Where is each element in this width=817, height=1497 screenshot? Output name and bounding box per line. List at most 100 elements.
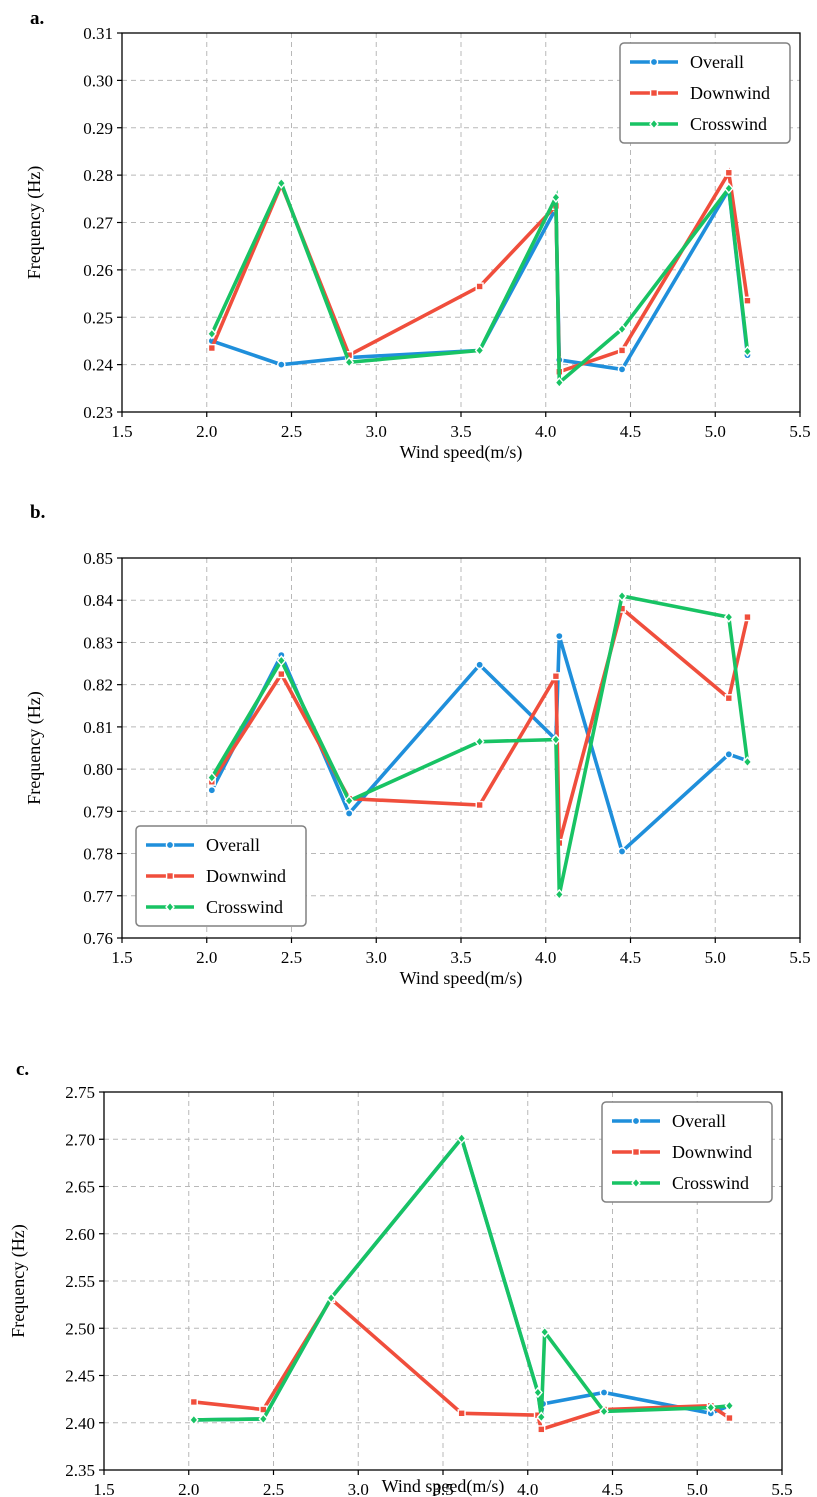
data-point-crosswind <box>723 182 734 195</box>
data-point-downwind <box>551 672 561 681</box>
data-point-overall <box>617 847 627 856</box>
legend-marker-downwind <box>631 1147 641 1157</box>
x-tick-label: 3.5 <box>450 422 471 441</box>
legend-marker-crosswind <box>631 1177 641 1189</box>
data-point-crosswind <box>617 590 627 602</box>
x-tick-label: 3.0 <box>348 1480 369 1497</box>
legend-label-downwind: Downwind <box>206 866 286 886</box>
y-tick-label: 2.55 <box>65 1272 95 1291</box>
data-point-downwind <box>277 670 286 679</box>
x-tick-label: 2.5 <box>281 948 302 967</box>
x-tick-label: 1.5 <box>111 948 132 967</box>
series-downwind <box>207 167 752 376</box>
legend-label-overall: Overall <box>206 835 260 855</box>
y-tick-label: 0.31 <box>83 24 113 43</box>
x-tick-label: 5.0 <box>705 948 726 967</box>
data-point-crosswind <box>474 735 485 748</box>
data-point-crosswind <box>344 795 355 807</box>
x-tick-label: 3.0 <box>366 948 387 967</box>
y-tick-label: 0.27 <box>83 214 113 233</box>
data-point-overall <box>724 750 734 759</box>
y-tick-label: 2.45 <box>65 1367 95 1386</box>
data-point-downwind <box>207 343 216 353</box>
data-point-crosswind <box>532 1386 543 1399</box>
y-tick-label: 0.84 <box>83 591 113 610</box>
y-tick-label: 2.70 <box>65 1130 95 1149</box>
legend-label-crosswind: Crosswind <box>206 897 283 917</box>
series-line-crosswind <box>193 1134 730 1422</box>
data-point-downwind <box>475 800 484 810</box>
y-tick-label: 2.40 <box>65 1414 95 1433</box>
legend-box <box>619 42 791 144</box>
x-tick-label: 5.0 <box>705 422 726 441</box>
data-point-crosswind <box>550 191 561 204</box>
y-tick-label: 0.76 <box>83 929 113 948</box>
data-point-overall <box>617 365 627 374</box>
data-point-crosswind <box>724 1400 735 1412</box>
chart-panel-1: 1.5 2.0 2.5 3.0 3.5 4.0 4.5 5.0 5.5 0.23 0.24 0.25 0… <box>24 8 811 463</box>
chart-panel-2: 1.5 2.0 2.5 3.0 3.5 4.0 4.5 5.0 5.5 0.76 0.77 0.78 0… <box>24 502 811 989</box>
x-tick-label: 4.5 <box>620 422 641 441</box>
y-tick-label: 2.60 <box>65 1225 95 1244</box>
data-point-overall <box>344 809 354 818</box>
legend-marker-downwind <box>165 871 175 881</box>
y-tick-label: 0.28 <box>83 166 113 185</box>
y-axis-label: Frequency (Hz) <box>24 691 45 804</box>
legend: Overall Downwind Crosswind <box>601 1101 773 1203</box>
data-point-crosswind <box>188 1414 199 1426</box>
data-point-crosswind <box>599 1405 609 1418</box>
y-tick-label: 0.82 <box>83 676 113 695</box>
series-crosswind <box>206 590 753 901</box>
y-tick-label: 0.85 <box>83 549 113 568</box>
y-tick-label: 0.23 <box>83 403 113 422</box>
data-point-crosswind <box>258 1413 269 1425</box>
x-axis-label: Wind speed(m/s) <box>400 968 523 989</box>
x-axis-label: Wind speed(m/s) <box>400 442 523 463</box>
y-tick-label: 2.65 <box>65 1178 95 1197</box>
legend-marker-downwind <box>649 88 659 98</box>
legend-label-downwind: Downwind <box>690 83 770 103</box>
data-point-crosswind <box>344 356 355 368</box>
x-tick-label: 4.5 <box>620 948 641 967</box>
series-crosswind <box>206 177 753 389</box>
data-point-overall <box>599 1388 609 1397</box>
data-point-crosswind <box>705 1401 716 1414</box>
y-axis-label: Frequency (Hz) <box>8 1224 29 1337</box>
x-tick-label: 2.0 <box>196 422 217 441</box>
x-tick-label: 1.5 <box>111 422 132 441</box>
y-tick-label: 0.78 <box>83 845 113 864</box>
series-downwind <box>189 1294 734 1434</box>
data-point-crosswind <box>276 654 287 667</box>
y-tick-label: 0.29 <box>83 119 113 138</box>
data-point-crosswind <box>742 756 753 768</box>
x-tick-label: 2.5 <box>281 422 302 441</box>
legend-marker-overall <box>165 840 175 850</box>
x-tick-label: 3.0 <box>366 422 387 441</box>
data-point-crosswind <box>554 888 565 901</box>
data-point-crosswind <box>539 1326 550 1338</box>
data-point-crosswind <box>550 733 561 746</box>
data-point-overall <box>277 360 286 369</box>
data-point-crosswind <box>206 328 217 340</box>
data-point-crosswind <box>206 771 217 784</box>
y-tick-label: 2.35 <box>65 1461 95 1480</box>
x-tick-label: 4.0 <box>517 1480 538 1497</box>
data-point-downwind <box>189 1397 198 1407</box>
data-point-overall <box>555 631 564 641</box>
data-point-downwind <box>724 168 733 177</box>
legend-label-overall: Overall <box>690 52 744 72</box>
data-point-crosswind <box>742 345 753 358</box>
y-tick-label: 0.25 <box>83 308 113 327</box>
data-point-downwind <box>617 346 627 355</box>
legend-label-downwind: Downwind <box>672 1142 752 1162</box>
data-point-downwind <box>743 296 752 305</box>
data-point-crosswind <box>536 1411 547 1423</box>
x-tick-label: 5.5 <box>789 422 810 441</box>
data-point-crosswind <box>326 1292 337 1304</box>
data-point-crosswind <box>456 1132 467 1144</box>
legend-box <box>135 825 307 927</box>
x-tick-label: 5.5 <box>789 948 810 967</box>
legend: Overall Downwind Crosswind <box>135 825 307 927</box>
y-tick-label: 0.79 <box>83 802 113 821</box>
y-tick-label: 0.81 <box>83 718 113 737</box>
